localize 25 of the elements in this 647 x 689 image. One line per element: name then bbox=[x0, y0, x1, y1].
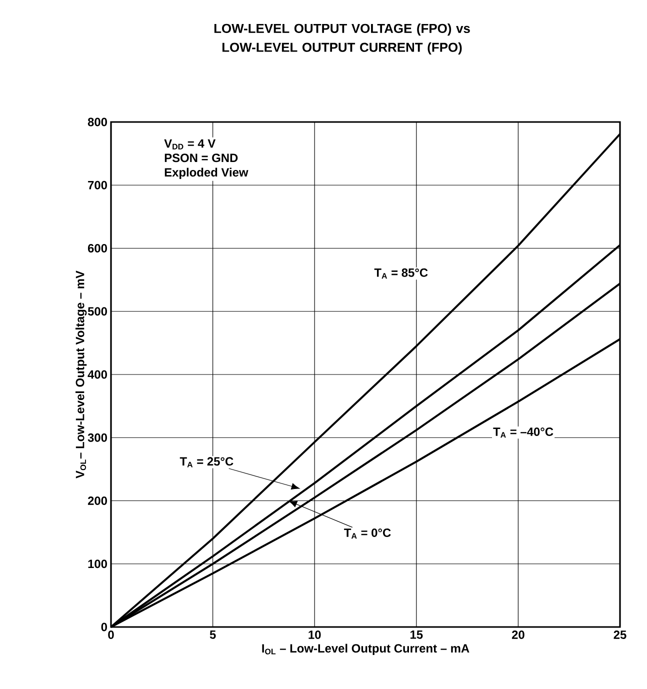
x-tick-label: 10 bbox=[308, 630, 321, 639]
chart-title: LOW-LEVEL OUTPUT VOLTAGE (FPO) vs LOW-LEVEL OUTPUT CURRENT (FPO) bbox=[214, 23, 470, 54]
y-tick-label: 600 bbox=[88, 244, 107, 252]
annotation: T$_{A}$ = –40°C bbox=[493, 428, 554, 438]
y-tick-label: 300 bbox=[88, 433, 107, 442]
y-tick-label: 400 bbox=[88, 370, 107, 379]
y-tick-label: 0 bbox=[101, 622, 107, 632]
y-axis-title: V$_{OL}$– Low-Level Output Voltage – mV bbox=[75, 270, 87, 478]
x-tick-label: 25 bbox=[614, 630, 626, 639]
x-tick-label: 20 bbox=[512, 630, 524, 639]
x-axis-title: I$_{OL}$ – Low-Level Output Current – mA bbox=[262, 644, 470, 655]
annotation: V$_{DD}$ = 4 V bbox=[164, 139, 216, 150]
x-tick-label: 15 bbox=[410, 630, 423, 639]
annotation: Exploded View bbox=[164, 168, 248, 179]
y-tick-label: 200 bbox=[88, 496, 107, 505]
annotation: T$_{A}$ = 25°C bbox=[180, 457, 234, 468]
y-tick-label: 500 bbox=[88, 307, 107, 316]
y-tick-label: 700 bbox=[88, 180, 107, 190]
annotation: T$_{A}$ = 0°C bbox=[344, 528, 391, 539]
y-tick-label: 800 bbox=[88, 118, 107, 126]
y-tick-label: 100 bbox=[88, 560, 107, 568]
x-tick-label: 5 bbox=[210, 630, 216, 639]
annotation: PSON = GND bbox=[164, 154, 238, 162]
x-tick-label: 0 bbox=[108, 630, 114, 639]
annotation: T$_{A}$ = 85°C bbox=[374, 268, 428, 279]
